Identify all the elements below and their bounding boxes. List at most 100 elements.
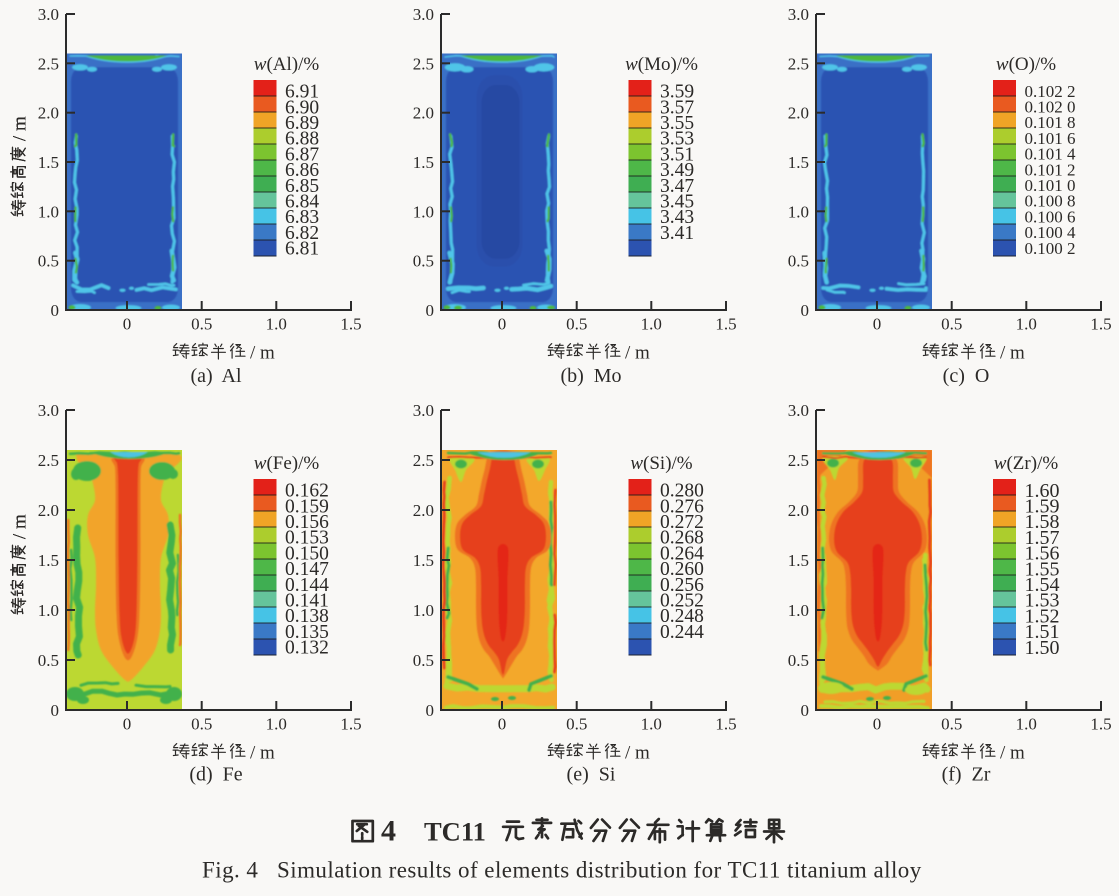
- svg-text:6.82: 6.82: [285, 223, 319, 244]
- svg-text:0.5: 0.5: [191, 315, 212, 334]
- svg-text:0.276: 0.276: [660, 496, 704, 517]
- svg-text:0.280: 0.280: [660, 481, 704, 502]
- svg-text:0.5: 0.5: [38, 252, 59, 271]
- svg-text:0.162: 0.162: [285, 481, 329, 502]
- svg-text:1.0: 1.0: [641, 315, 662, 334]
- svg-text:1.0: 1.0: [38, 202, 59, 221]
- svg-text:0.159: 0.159: [285, 496, 329, 517]
- svg-text:2.5: 2.5: [788, 451, 809, 470]
- svg-text:0.5: 0.5: [788, 252, 809, 271]
- svg-text:1.0: 1.0: [413, 601, 434, 620]
- svg-text:1.50: 1.50: [1025, 637, 1060, 659]
- svg-text:/ m: / m: [620, 743, 650, 764]
- svg-text:1.5: 1.5: [38, 153, 59, 172]
- svg-text:2.0: 2.0: [38, 104, 59, 123]
- svg-text:6.86: 6.86: [285, 160, 319, 181]
- svg-text:w(Mo)/%: w(Mo)/%: [625, 54, 698, 75]
- svg-text:1.56: 1.56: [1025, 543, 1060, 565]
- svg-text:3.53: 3.53: [660, 129, 694, 150]
- svg-text:0.5: 0.5: [941, 715, 962, 734]
- svg-text:1.0: 1.0: [641, 715, 662, 734]
- svg-text:0.138: 0.138: [285, 606, 329, 627]
- svg-text:4: 4: [381, 815, 396, 848]
- svg-text:0.5: 0.5: [566, 715, 587, 734]
- svg-text:3.59: 3.59: [660, 82, 694, 103]
- svg-text:0.102 0: 0.102 0: [1025, 98, 1076, 117]
- svg-text:1.59: 1.59: [1025, 496, 1060, 518]
- svg-text:6.90: 6.90: [285, 97, 319, 118]
- svg-text:3.0: 3.0: [38, 5, 59, 24]
- svg-text:1.0: 1.0: [38, 601, 59, 620]
- svg-text:1.5: 1.5: [1090, 315, 1111, 334]
- svg-text:w(Si)/%: w(Si)/%: [630, 453, 692, 474]
- svg-text:6.84: 6.84: [285, 192, 319, 213]
- svg-text:(a) Al: (a) Al: [190, 365, 242, 387]
- svg-text:0.5: 0.5: [566, 315, 587, 334]
- svg-text:2.5: 2.5: [413, 451, 434, 470]
- svg-text:/ m: / m: [10, 116, 31, 146]
- svg-text:3.41: 3.41: [660, 223, 694, 244]
- svg-text:1.52: 1.52: [1025, 605, 1060, 627]
- svg-text:0.153: 0.153: [285, 528, 329, 549]
- svg-text:2.5: 2.5: [38, 451, 59, 470]
- svg-text:2.5: 2.5: [788, 54, 809, 73]
- svg-text:1.0: 1.0: [266, 315, 287, 334]
- svg-text:1.5: 1.5: [788, 551, 809, 570]
- svg-text:0.156: 0.156: [285, 512, 329, 533]
- svg-text:6.81: 6.81: [285, 239, 319, 260]
- svg-text:3.0: 3.0: [788, 401, 809, 420]
- svg-text:2.0: 2.0: [788, 104, 809, 123]
- svg-text:1.0: 1.0: [1016, 315, 1037, 334]
- svg-text:2.0: 2.0: [788, 501, 809, 520]
- svg-text:TC11: TC11: [424, 817, 486, 847]
- svg-text:(c) O: (c) O: [943, 365, 990, 387]
- svg-text:0.132: 0.132: [285, 638, 329, 659]
- svg-text:3.0: 3.0: [38, 401, 59, 420]
- svg-text:3.0: 3.0: [788, 5, 809, 24]
- svg-text:/ m: / m: [10, 514, 31, 544]
- svg-text:0.252: 0.252: [660, 591, 704, 612]
- svg-text:3.57: 3.57: [660, 97, 694, 118]
- svg-text:0: 0: [873, 315, 882, 334]
- svg-text:/ m: / m: [10, 116, 31, 146]
- svg-text:0.260: 0.260: [660, 559, 704, 580]
- svg-text:1.0: 1.0: [266, 715, 287, 734]
- svg-text:1.54: 1.54: [1025, 574, 1060, 596]
- svg-text:1.5: 1.5: [715, 715, 736, 734]
- svg-text:0.5: 0.5: [38, 651, 59, 670]
- svg-text:Fig. 4 Simulation results of: Fig. 4 Simulation results of elements di…: [202, 858, 922, 883]
- svg-text:3.45: 3.45: [660, 192, 694, 213]
- svg-text:0.141: 0.141: [285, 591, 329, 612]
- svg-text:(d) Fe: (d) Fe: [189, 764, 242, 786]
- svg-text:/ m: / m: [245, 743, 275, 764]
- svg-text:0.100 6: 0.100 6: [1025, 207, 1076, 226]
- svg-text:1.5: 1.5: [38, 551, 59, 570]
- svg-text:1.0: 1.0: [413, 202, 434, 221]
- svg-text:1.55: 1.55: [1025, 558, 1060, 580]
- svg-text:/ m: / m: [245, 343, 275, 364]
- svg-text:w(Zr)/%: w(Zr)/%: [994, 453, 1059, 474]
- svg-text:0: 0: [123, 715, 132, 734]
- svg-text:1.5: 1.5: [340, 715, 361, 734]
- svg-text:6.85: 6.85: [285, 176, 319, 197]
- svg-text:2.0: 2.0: [413, 104, 434, 123]
- svg-text:/ m: / m: [620, 343, 650, 364]
- svg-text:1.57: 1.57: [1025, 527, 1060, 549]
- svg-text:1.51: 1.51: [1025, 621, 1060, 643]
- svg-text:6.91: 6.91: [285, 82, 319, 103]
- svg-text:0.100 8: 0.100 8: [1025, 192, 1076, 211]
- svg-text:0: 0: [801, 301, 810, 320]
- svg-text:w(Al)/%: w(Al)/%: [254, 54, 320, 75]
- svg-text:3.55: 3.55: [660, 113, 694, 134]
- svg-text:6.89: 6.89: [285, 113, 319, 134]
- svg-text:2.5: 2.5: [413, 54, 434, 73]
- svg-text:1.5: 1.5: [1090, 715, 1111, 734]
- svg-text:3.47: 3.47: [660, 176, 694, 197]
- svg-text:0.5: 0.5: [413, 651, 434, 670]
- svg-text:1.58: 1.58: [1025, 511, 1060, 533]
- svg-text:0: 0: [801, 701, 810, 720]
- svg-text:1.5: 1.5: [715, 315, 736, 334]
- svg-text:w(Fe)/%: w(Fe)/%: [254, 453, 320, 474]
- svg-text:0.272: 0.272: [660, 512, 704, 533]
- svg-text:0.101 4: 0.101 4: [1025, 145, 1077, 164]
